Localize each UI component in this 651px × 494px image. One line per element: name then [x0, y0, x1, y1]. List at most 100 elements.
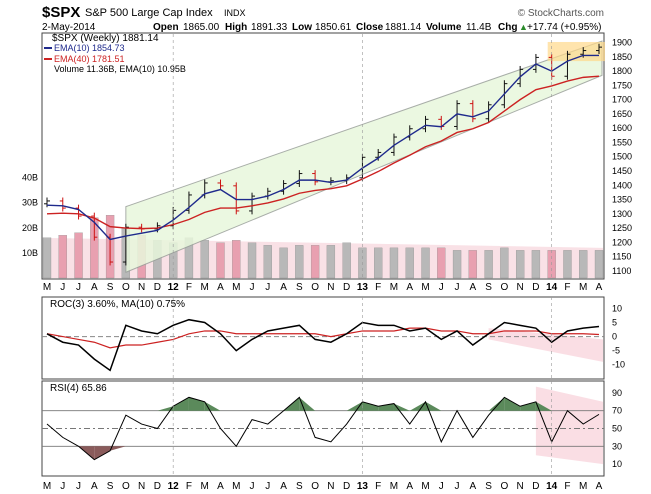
price-tick-label: 1100	[612, 266, 631, 276]
price-legend: $SPX (Weekly) 1881.14 EMA(10) 1854.73 EM…	[44, 33, 186, 74]
volume-bar	[295, 245, 304, 279]
x-tick-label: J	[455, 282, 460, 293]
rsi-tick-label: 70	[612, 406, 622, 416]
volume-bar	[74, 232, 83, 279]
x-tick-label-bottom: M	[579, 481, 587, 492]
rsi-tick-label: 30	[612, 441, 622, 451]
rsi-overbought-fill	[409, 401, 426, 411]
rsi-overbought-fill	[173, 397, 189, 411]
header-exchange: INDX	[224, 8, 246, 18]
legend-ema10: EMA(10) 1854.73	[54, 43, 125, 53]
volume-bar	[200, 240, 209, 279]
price-tick-label: 1750	[612, 80, 632, 90]
x-tick-label: D	[343, 282, 350, 293]
x-tick-label: M	[390, 282, 398, 293]
volume-bar	[389, 247, 399, 279]
volume-bar	[500, 247, 509, 279]
x-tick-label: J	[250, 282, 255, 293]
x-tick-label-bottom: S	[485, 481, 492, 492]
price-bar	[469, 100, 476, 123]
x-tick-label-bottom: 14	[546, 481, 558, 492]
roc-tick-label: -10	[612, 360, 625, 370]
rsi-tick-label: 10	[612, 459, 622, 469]
x-tick-label: S	[107, 282, 114, 293]
price-bar	[596, 43, 602, 54]
rsi-overbought-fill	[425, 401, 442, 411]
x-tick-label-bottom: A	[469, 481, 476, 492]
x-tick-label: A	[469, 282, 476, 293]
volume-bar	[405, 247, 414, 279]
volume-tick-label: 30B	[22, 198, 38, 208]
x-tick-label-bottom: J	[76, 481, 81, 492]
rsi-oversold-fill	[94, 446, 111, 460]
x-tick-label-bottom: N	[517, 481, 524, 492]
low-label: Low	[292, 22, 312, 33]
x-tick-label: N	[138, 282, 145, 293]
x-tick-label: F	[186, 282, 192, 293]
close-label: Close	[356, 22, 384, 33]
rsi-overbought-fill	[504, 397, 521, 411]
x-tick-label: M	[43, 282, 51, 293]
volume-bar	[326, 245, 336, 279]
volume-bar	[216, 242, 225, 279]
volume-bar	[263, 245, 272, 279]
rsi-wedge	[535, 386, 603, 465]
volume-tick-label: 40B	[22, 173, 38, 183]
x-tick-label-bottom: D	[343, 481, 350, 492]
volume-bar	[531, 250, 541, 279]
price-tick-label: 1200	[612, 237, 632, 247]
x-tick-label-bottom: O	[311, 481, 319, 492]
x-tick-label-bottom: F	[186, 481, 192, 492]
rsi-tick-label: 90	[612, 388, 622, 398]
rsi-label: RSI(4) 65.86	[50, 383, 107, 394]
x-tick-label: M	[421, 282, 429, 293]
x-tick-label: A	[596, 282, 603, 293]
price-layer	[42, 40, 605, 279]
x-tick-label-bottom: J	[250, 481, 255, 492]
ema40-line	[46, 75, 600, 230]
price-tick-label: 1600	[612, 123, 632, 133]
x-tick-label: A	[406, 282, 413, 293]
price-bar	[75, 204, 82, 220]
roc-tick-label: 10	[612, 303, 622, 313]
price-bar	[59, 197, 66, 212]
x-tick-label-bottom: M	[43, 481, 51, 492]
x-tick-label-bottom: 12	[168, 481, 180, 492]
rsi-tick-label: 50	[612, 424, 622, 434]
open-value: 1865.00	[183, 22, 220, 33]
rsi-overbought-fill	[520, 401, 536, 411]
x-tick-label: 14	[546, 282, 558, 293]
price-bar	[422, 115, 429, 133]
x-tick-label-bottom: N	[138, 481, 145, 492]
x-tick-label: F	[375, 282, 381, 293]
x-tick-label-bottom: 13	[357, 481, 369, 492]
volume-bar	[515, 250, 525, 279]
volume-bar	[579, 250, 588, 279]
header-name: S&P 500 Large Cap Index	[85, 7, 213, 19]
price-tick-label: 1550	[612, 137, 632, 147]
axis-layer: 1900185018001750170016501600155015001450…	[22, 34, 632, 492]
x-tick-label: A	[217, 282, 224, 293]
roc-tick-label: -5	[612, 346, 620, 356]
x-tick-label: S	[485, 282, 492, 293]
x-tick-label-bottom: J	[265, 481, 270, 492]
close-value: 1881.14	[385, 22, 422, 33]
x-tick-label-bottom: A	[280, 481, 287, 492]
price-bar	[217, 179, 224, 190]
x-tick-label: N	[517, 282, 524, 293]
price-tick-label: 1400	[612, 180, 632, 190]
x-tick-label: J	[439, 282, 444, 293]
rsi4-line	[46, 396, 600, 461]
x-tick-label: J	[265, 282, 270, 293]
volume-bar	[310, 245, 320, 279]
volume-bar	[421, 247, 430, 279]
x-tick-label: N	[327, 282, 334, 293]
ema10-line	[46, 54, 599, 241]
x-tick-label-bottom: D	[532, 481, 539, 492]
price-bar	[91, 212, 98, 241]
x-tick-label: O	[311, 282, 319, 293]
x-tick-label-bottom: J	[455, 481, 460, 492]
rsi-oversold-fill	[110, 446, 126, 451]
x-tick-label-bottom: M	[421, 481, 429, 492]
